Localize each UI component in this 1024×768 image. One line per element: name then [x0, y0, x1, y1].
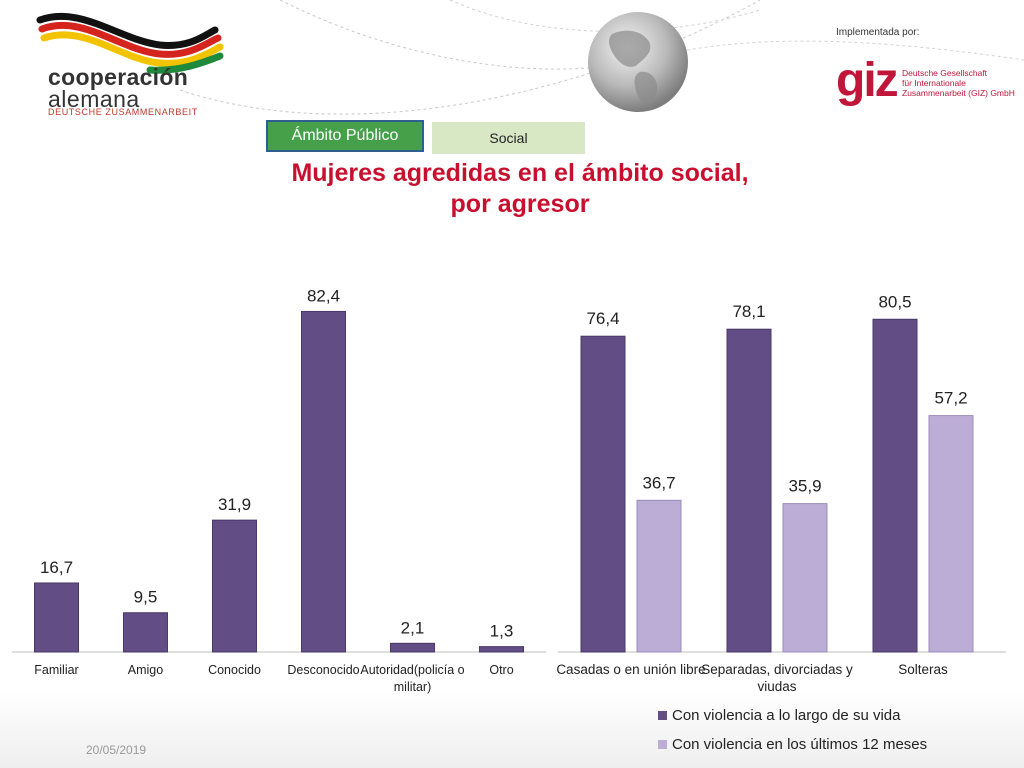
giz-logo: giz [836, 54, 899, 107]
legend-swatch [658, 711, 667, 720]
giz-subtitle-line3: Zusammenarbeit (GIZ) GmbH [902, 88, 1015, 98]
cooperacion-logo-line1: cooperación [48, 64, 189, 90]
bar [390, 642, 435, 653]
slide-title-line2: por agresor [450, 190, 590, 218]
legend-entry: Con violencia a lo largo de su vida [672, 707, 901, 724]
data-label: 36,7 [642, 473, 675, 492]
data-label: 57,2 [934, 389, 967, 408]
slide-date: 20/05/2019 [86, 743, 147, 757]
tab-social[interactable]: Social [432, 122, 585, 154]
tick-label: Otro [489, 663, 513, 677]
bar [782, 503, 828, 653]
tick-label: Amigo [128, 663, 163, 677]
bar [636, 499, 682, 653]
slide-title-line1: Mujeres agredidas en el ámbito social, [291, 159, 749, 187]
data-label: 31,9 [218, 495, 251, 514]
data-label: 78,1 [732, 302, 765, 321]
chart-by-aggressor: 16,7 Familiar 9,5 Amigo 31,9 Conocido 82,4 Desc… [12, 286, 546, 694]
tick-label: Conocido [208, 663, 261, 677]
tick-label: Autoridad(policía o militar) [360, 663, 464, 694]
data-label: 80,5 [878, 292, 911, 311]
flag-ribbon-icon [36, 12, 224, 74]
bar [872, 318, 918, 653]
cooperacion-logo-line2: alemana [48, 86, 140, 112]
bar [123, 612, 168, 653]
bar [580, 335, 626, 653]
tick-label: Solteras [898, 662, 948, 677]
data-label: 2,1 [401, 618, 425, 637]
bar [34, 582, 79, 653]
bar [212, 519, 257, 653]
slide-title: Mujeres agredidas en el ámbito social, p… [200, 158, 840, 220]
bar [726, 328, 772, 653]
data-label: 76,4 [586, 309, 619, 328]
globe-icon [588, 12, 688, 112]
legend-swatch [658, 740, 667, 749]
tab-ambito-publico[interactable]: Ámbito Público [266, 120, 424, 152]
tick-label: Familiar [34, 663, 78, 677]
giz-subtitle-line2: für Internationale [902, 78, 966, 88]
tick-label: Separadas, divorciadas y viudas [701, 662, 853, 694]
giz-subtitle-line1: Deutsche Gesellschaft [902, 68, 988, 78]
data-label: 1,3 [490, 622, 514, 641]
data-label: 9,5 [134, 588, 158, 607]
bar [928, 415, 974, 653]
bar [301, 310, 346, 653]
implemented-by-label: Implementada por: [836, 27, 920, 38]
legend-entry: Con violencia en los últimos 12 meses [672, 736, 927, 753]
data-label: 16,7 [40, 558, 73, 577]
data-label: 82,4 [307, 286, 340, 305]
giz-logo-subtitle: Deutsche Gesellschaft für Internationale… [902, 68, 1015, 98]
data-label: 35,9 [788, 477, 821, 496]
tick-label: Desconocido [287, 663, 359, 677]
chart-by-marital-status: 76,4 36,7 Casadas o en unión libre 78,1 35,9… [556, 292, 1006, 753]
tick-label: Casadas o en unión libre [556, 662, 705, 677]
cooperacion-logo-line3: DEUTSCHE ZUSAMMENARBEIT [48, 107, 198, 117]
bar [479, 646, 524, 653]
